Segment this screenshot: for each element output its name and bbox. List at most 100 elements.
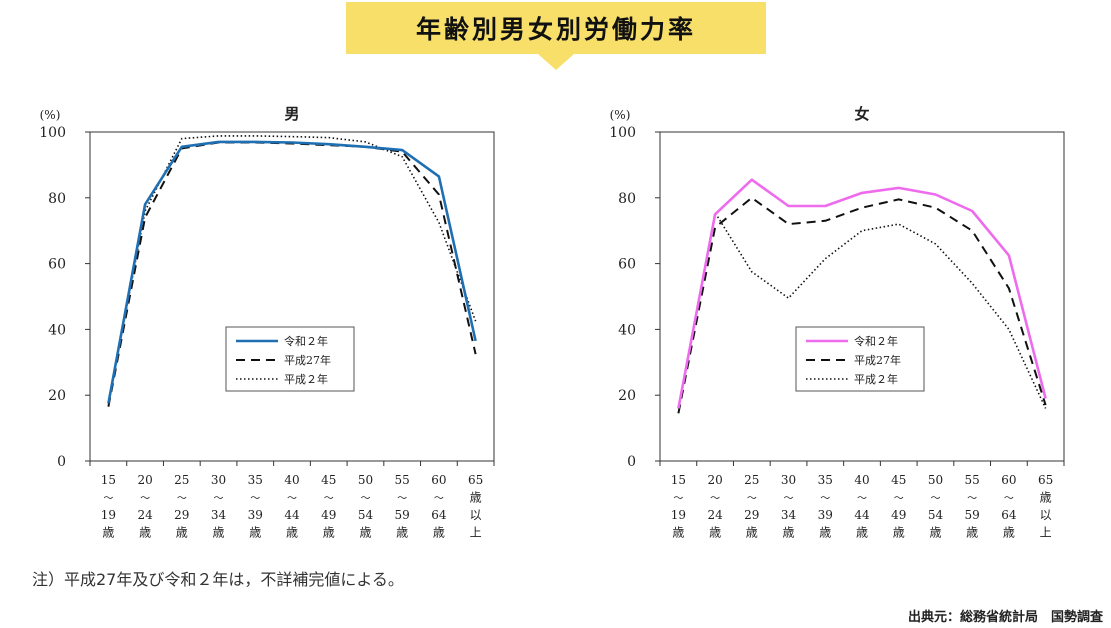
plot-frame [89,131,495,462]
x-tick-label: 歳 [709,526,721,540]
x-tick-label: 30 [781,473,796,487]
x-tick-label: 40 [284,473,299,487]
y-tick-label: 80 [48,191,66,207]
x-tick-label: 歳 [323,526,335,540]
x-tick-label: 〜 [140,494,150,505]
x-tick-label: 歳 [433,526,445,540]
x-tick-label: 39 [248,508,263,522]
series-line-dashed [677,196,1047,414]
x-tick-label: 34 [211,508,227,522]
legend-label: 平成27年 [284,353,331,367]
x-tick-label: 20 [707,473,722,487]
legend-label: 令和２年 [284,334,328,348]
x-tick-label: 〜 [710,494,720,505]
x-tick-label: 19 [671,508,686,522]
x-tick-label: 40 [854,473,869,487]
x-tick-label: 〜 [784,494,794,505]
y-tick-label: 20 [618,388,636,404]
x-tick-label: 49 [891,508,906,522]
y-tick-label: 0 [57,454,66,470]
y-tick-label: 80 [618,191,636,207]
x-tick-label: 25 [744,473,759,487]
x-tick-label: 歳 [213,526,225,540]
legend-label: 平成２年 [284,372,328,386]
chart-title: 女 [854,105,869,123]
x-tick-label: 歳 [819,526,831,540]
x-tick-label: 〜 [287,494,297,505]
x-tick-label: 19 [101,508,116,522]
x-tick-label: 〜 [820,494,830,505]
series-line-solid [107,140,477,404]
x-tick-label: 29 [744,508,759,522]
x-tick-label: 54 [928,508,944,522]
x-tick-label: 〜 [177,494,187,505]
x-tick-label: 59 [395,508,410,522]
y-tick-label: 40 [48,322,66,338]
x-tick-label: 歳 [1003,526,1015,540]
y-tick-label: 0 [627,454,636,470]
y-axis-label: (%) [610,108,631,122]
x-tick-label: 20 [137,473,152,487]
male-labor-chart: 0 20 40 60 80 100 (%) 男 15 〜 19 歳 20 〜 24 歳 25 〜 29 歳 30 〜 34 歳… [39,105,495,540]
legend-box [795,326,925,392]
x-tick-label: 上 [470,526,482,540]
x-tick-label: 〜 [857,494,867,505]
legend-label: 令和２年 [854,334,898,348]
x-tick-label: 55 [395,473,410,487]
x-tick-label: 歳 [139,526,151,540]
x-tick-label: 以 [470,508,482,522]
x-tick-label: 24 [707,508,723,522]
legend-box [225,326,355,392]
y-axis-label: (%) [40,108,61,122]
x-tick-label: 〜 [103,494,113,505]
x-tick-label: 44 [284,508,300,522]
x-tick-label: 歳 [359,526,371,540]
x-tick-label: 歳 [893,526,905,540]
source-credit: 出典元：総務省統計局 国勢調査 [907,610,1103,625]
x-tick-label: 〜 [360,494,370,505]
x-tick-label: 上 [1040,526,1052,540]
x-tick-label: 〜 [967,494,977,505]
x-tick-label: 60 [431,473,446,487]
series-line-solid [677,178,1047,409]
x-tick-label: 歳 [966,526,978,540]
x-tick-label: 歳 [783,526,795,540]
x-tick-label: 歳 [102,526,114,540]
legend-label: 平成27年 [854,353,901,367]
x-tick-label: 歳 [929,526,941,540]
x-tick-label: 歳 [746,526,758,540]
x-tick-label: 〜 [930,494,940,505]
x-tick-label: 歳 [672,526,684,540]
x-tick-label: 歳 [249,526,261,540]
x-tick-label: 〜 [397,494,407,505]
y-tick-label: 100 [39,125,66,141]
x-tick-label: 65 [468,473,483,487]
x-tick-label: 64 [1001,508,1017,522]
x-tick-label: 39 [818,508,833,522]
x-tick-label: 15 [101,473,116,487]
x-tick-label: 〜 [894,494,904,505]
chart-title: 男 [284,105,299,123]
x-tick-label: 49 [321,508,336,522]
female-labor-chart: 0 20 40 60 80 100 (%) 女 15 〜 19 歳 20 〜 24 歳 25 〜 29 歳 30 〜 34 歳… [609,105,1065,540]
x-tick-label: 歳 [1040,491,1052,505]
x-tick-label: 歳 [176,526,188,540]
page-title: 年齢別男女別労働力率 [415,15,696,44]
x-tick-label: 35 [818,473,833,487]
x-tick-label: 60 [1001,473,1016,487]
y-tick-label: 20 [48,388,66,404]
title-pointer [538,54,574,70]
x-tick-label: 44 [854,508,870,522]
x-tick-label: 歳 [396,526,408,540]
x-tick-label: 〜 [747,494,757,505]
x-tick-label: 54 [358,508,374,522]
x-tick-label: 29 [174,508,189,522]
x-tick-label: 45 [891,473,906,487]
x-tick-label: 45 [321,473,336,487]
x-tick-label: 以 [1040,508,1052,522]
y-tick-label: 100 [609,125,636,141]
x-tick-label: 34 [781,508,797,522]
x-tick-label: 歳 [470,491,482,505]
x-tick-label: 歳 [856,526,868,540]
x-tick-label: 〜 [673,494,683,505]
